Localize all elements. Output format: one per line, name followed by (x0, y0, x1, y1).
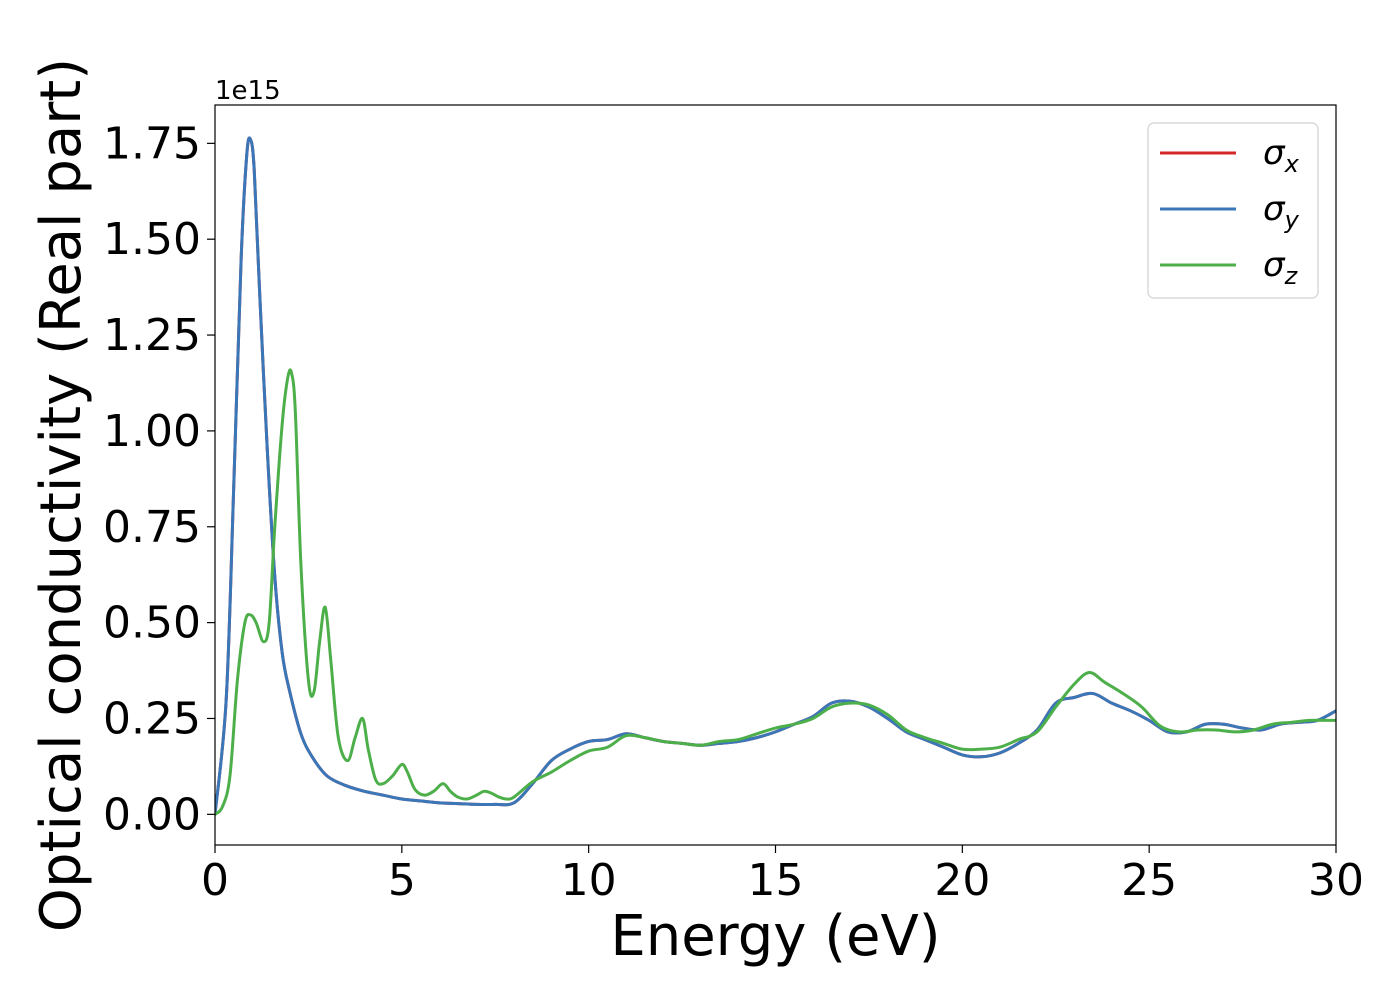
x-tick-label: 5 (388, 855, 416, 906)
series-line-z (215, 368, 1336, 816)
y-axis-label: Optical conductivity (Real part) (29, 58, 94, 932)
y-tick-label: 1.25 (103, 310, 201, 361)
y-tick-label: 0.00 (103, 789, 201, 840)
y-tick-label: 0.75 (103, 502, 201, 553)
x-tick-label: 25 (1121, 855, 1177, 906)
y-tick-label: 0.50 (103, 598, 201, 649)
x-tick-label: 0 (201, 855, 229, 906)
series-layer (215, 136, 1336, 816)
y-tick-label: 0.25 (103, 693, 201, 744)
x-tick-label: 15 (748, 855, 804, 906)
ticks-layer: 0 5 10 15 20 25 30 0.00 0.25 0.50 0.75 1.00 1.25 1.50… (103, 118, 1364, 906)
y-tick-label: 1.75 (103, 118, 201, 169)
x-tick-label: 30 (1308, 855, 1364, 906)
x-tick-label: 20 (934, 855, 990, 906)
y-tick-label: 1.50 (103, 214, 201, 265)
y-offset-label: 1e15 (215, 76, 281, 106)
x-axis-label: Energy (eV) (610, 904, 940, 969)
x-tick-label: 10 (561, 855, 617, 906)
y-tick-label: 1.00 (103, 406, 201, 457)
